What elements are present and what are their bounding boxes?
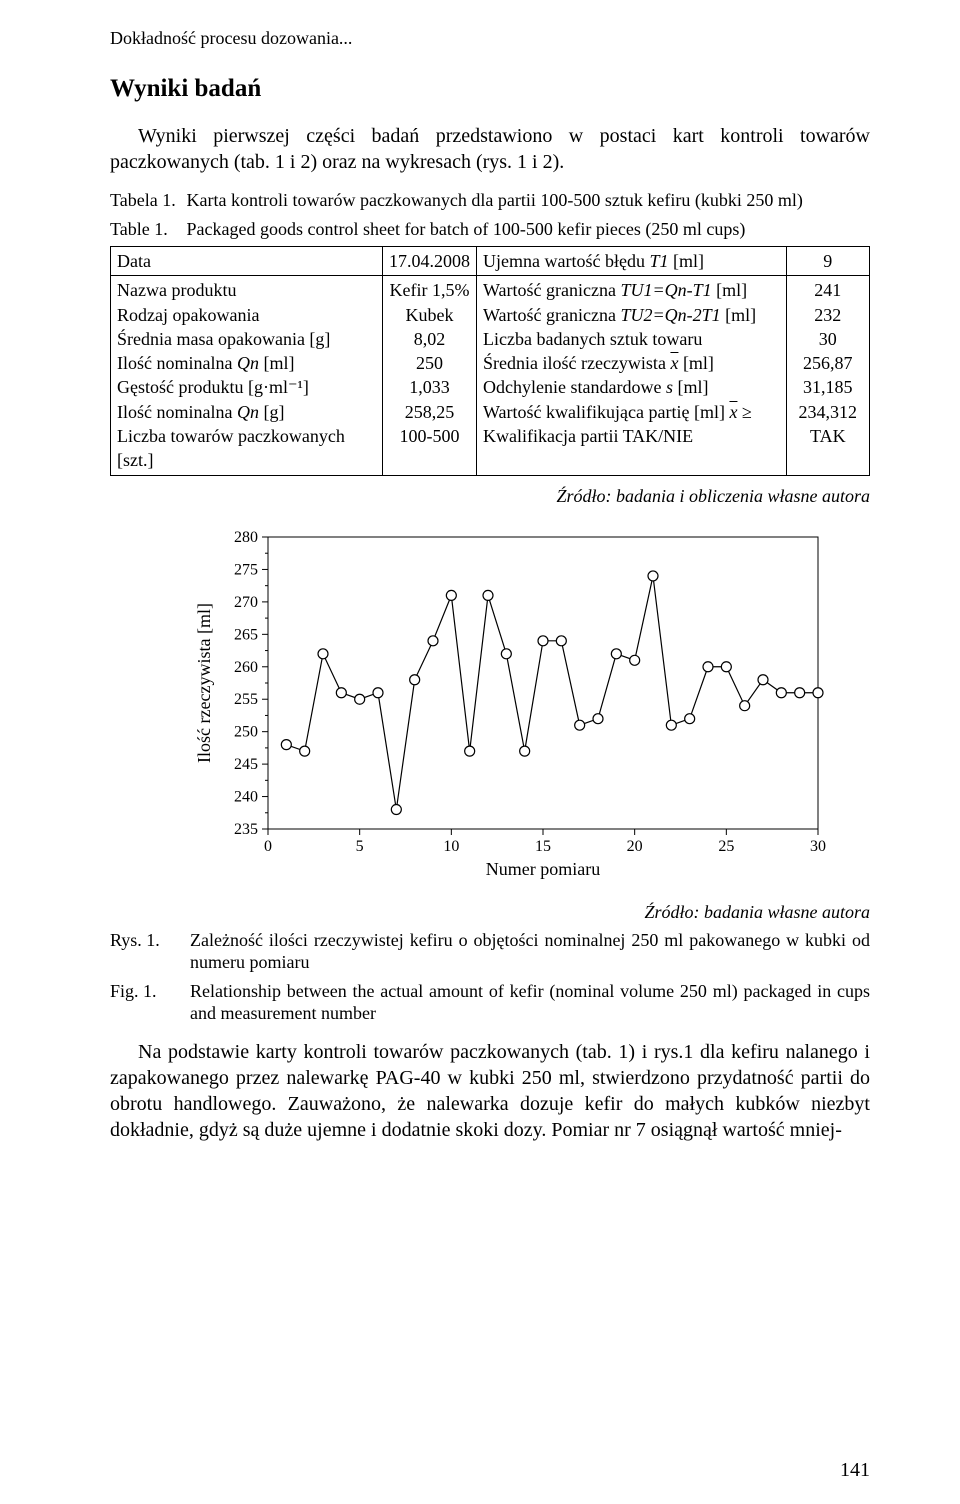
text-line: 232 — [793, 303, 863, 327]
cell-err-label: Ujemna wartość błędu T1 [ml] — [477, 247, 787, 276]
text-line: Liczba towarów paczkowanych [szt.] — [117, 424, 376, 473]
svg-text:10: 10 — [443, 838, 459, 855]
text-line: Ilość nominalna Qn [ml] — [117, 351, 376, 375]
cell-right-values: 24123230256,8731,185234,312TAK — [786, 276, 869, 475]
fig-caption-pl: Rys. 1. Zależność ilości rzeczywistej ke… — [110, 929, 870, 974]
text-line: 100-500 — [389, 424, 470, 448]
text-line: Średnia masa opakowania [g] — [117, 327, 376, 351]
fig-caption-text: Relationship between the actual amount o… — [190, 980, 870, 1025]
text-line: 250 — [389, 351, 470, 375]
chart-container: 235 240 245 250 255 260 265 270 275 280 0 5 10 15 20 25… — [190, 527, 870, 892]
cell-data-value: 17.04.2008 — [383, 247, 477, 276]
page-number: 141 — [840, 1459, 870, 1482]
svg-text:255: 255 — [234, 691, 258, 708]
table-row: Data 17.04.2008 Ujemna wartość błędu T1 … — [111, 247, 870, 276]
svg-text:275: 275 — [234, 561, 258, 578]
text-line: Liczba badanych sztuk towaru — [483, 327, 780, 351]
svg-text:265: 265 — [234, 626, 258, 643]
text: Ujemna wartość błędu — [483, 251, 649, 271]
svg-text:0: 0 — [264, 838, 272, 855]
svg-text:235: 235 — [234, 821, 258, 838]
cell-left-values: Kefir 1,5%Kubek8,022501,033258,25100-500 — [383, 276, 477, 475]
table-caption-text: Packaged goods control sheet for batch o… — [187, 219, 746, 239]
table-caption-label: Table 1. — [110, 218, 182, 241]
svg-text:250: 250 — [234, 723, 258, 740]
intro-paragraph: Wyniki pierwszej części badań przedstawi… — [110, 123, 870, 175]
source-line-2: Źródło: badania własne autora — [110, 902, 870, 923]
svg-text:5: 5 — [356, 838, 364, 855]
table-caption-pl: Tabela 1. Karta kontroli towarów paczkow… — [110, 189, 870, 212]
text-line: 234,312 — [793, 400, 863, 424]
text-line: 258,25 — [389, 400, 470, 424]
svg-text:260: 260 — [234, 658, 258, 675]
text-line: 31,185 — [793, 375, 863, 399]
text-line: Kefir 1,5% — [389, 278, 470, 302]
fig-caption-text: Zależność ilości rzeczywistej kefiru o o… — [190, 929, 870, 974]
fig-caption-label: Fig. 1. — [110, 980, 190, 1025]
text: T1 — [649, 251, 668, 271]
svg-text:Numer pomiaru: Numer pomiaru — [486, 859, 600, 879]
text-line: Wartość graniczna TU2=Qn-2T1 [ml] — [483, 303, 780, 327]
section-title: Wyniki badań — [110, 75, 870, 103]
text-line: 30 — [793, 327, 863, 351]
text-line: Kwalifikacja partii TAK/NIE — [483, 424, 780, 448]
source-line-1: Źródło: badania i obliczenia własne auto… — [110, 486, 870, 507]
text-line: 1,033 — [389, 375, 470, 399]
svg-text:15: 15 — [535, 838, 551, 855]
cell-err-value: 9 — [786, 247, 869, 276]
text-line: Kubek — [389, 303, 470, 327]
text: [ml] — [668, 251, 704, 271]
svg-text:25: 25 — [718, 838, 734, 855]
table-caption-label: Tabela 1. — [110, 189, 182, 212]
text-line: Nazwa produktu — [117, 278, 376, 302]
svg-text:Ilość rzeczywista [ml]: Ilość rzeczywista [ml] — [194, 603, 214, 763]
fig-caption-en: Fig. 1. Relationship between the actual … — [110, 980, 870, 1025]
line-chart: 235 240 245 250 255 260 265 270 275 280 0 5 10 15 20 25… — [190, 527, 830, 887]
table-caption-en: Table 1. Packaged goods control sheet fo… — [110, 218, 870, 241]
running-head: Dokładność procesu dozowania... — [110, 28, 870, 49]
svg-text:245: 245 — [234, 756, 258, 773]
svg-text:280: 280 — [234, 529, 258, 546]
svg-text:240: 240 — [234, 788, 258, 805]
text-line: TAK — [793, 424, 863, 448]
text-line: Gęstość produktu [g·ml⁻¹] — [117, 375, 376, 399]
cell-data-label: Data — [111, 247, 383, 276]
text-line: Wartość kwalifikująca partię [ml] x ≥ — [483, 400, 780, 424]
cell-right-labels: Wartość graniczna TU1=Qn-T1 [ml]Wartość … — [477, 276, 787, 475]
text-line: Średnia ilość rzeczywista x [ml] — [483, 351, 780, 375]
text-line: Rodzaj opakowania — [117, 303, 376, 327]
body-paragraph: Na podstawie karty kontroli towarów pacz… — [110, 1039, 870, 1143]
control-sheet-table: Data 17.04.2008 Ujemna wartość błędu T1 … — [110, 246, 870, 476]
svg-text:20: 20 — [627, 838, 643, 855]
text-line: 241 — [793, 278, 863, 302]
svg-text:270: 270 — [234, 594, 258, 611]
text-line: 8,02 — [389, 327, 470, 351]
text-line: Wartość graniczna TU1=Qn-T1 [ml] — [483, 278, 780, 302]
text-line: Odchylenie standardowe s [ml] — [483, 375, 780, 399]
table-caption-text: Karta kontroli towarów paczkowanych dla … — [187, 190, 803, 210]
svg-text:30: 30 — [810, 838, 826, 855]
text-line: Ilość nominalna Qn [g] — [117, 400, 376, 424]
cell-left-labels: Nazwa produktuRodzaj opakowaniaŚrednia m… — [111, 276, 383, 475]
table-row: Nazwa produktuRodzaj opakowaniaŚrednia m… — [111, 276, 870, 475]
fig-caption-label: Rys. 1. — [110, 929, 190, 974]
text-line: 256,87 — [793, 351, 863, 375]
